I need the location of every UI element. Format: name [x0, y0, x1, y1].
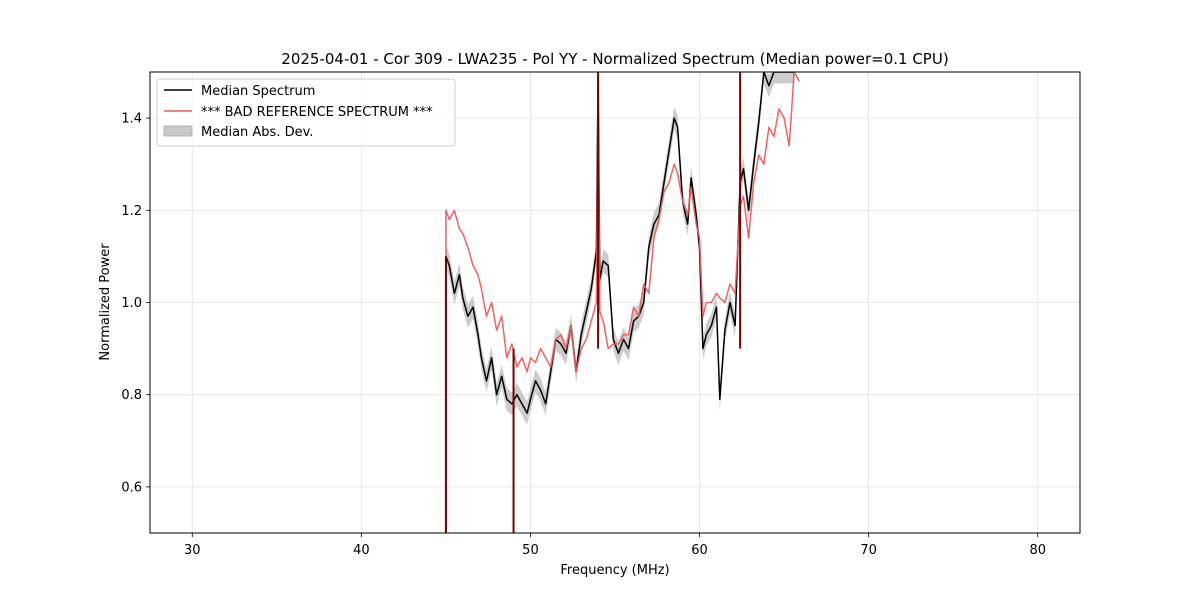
series-lines — [444, 72, 800, 533]
y-tick-label: 1.2 — [121, 204, 142, 219]
legend: Median Spectrum *** BAD REFERENCE SPECTR… — [156, 78, 456, 147]
x-tick-label: 40 — [353, 543, 370, 558]
y-axis-label: Normalized Power — [98, 243, 113, 361]
chart-title: 2025-04-01 - Cor 309 - LWA235 - Pol YY -… — [281, 50, 948, 68]
y-tick-label: 0.6 — [121, 480, 142, 495]
y-tick-label: 0.8 — [121, 388, 142, 403]
y-tick-label: 1.0 — [121, 296, 142, 311]
legend-label-median: Median Spectrum — [201, 84, 315, 99]
x-tick-label: 30 — [184, 543, 201, 558]
legend-box — [156, 78, 456, 147]
mad-band-area — [445, 72, 795, 425]
x-axis-label: Frequency (MHz) — [560, 563, 669, 578]
y-axis-ticks: 0.6 0.8 1.0 1.2 1.4 — [121, 112, 150, 495]
series-line-bad-reference — [445, 72, 800, 533]
legend-swatch-mad — [163, 125, 193, 137]
legend-label-mad: Median Abs. Dev. — [201, 125, 313, 140]
x-tick-label: 60 — [691, 543, 708, 558]
x-tick-label: 70 — [860, 543, 877, 558]
x-axis-ticks: 30 40 50 60 70 80 — [184, 533, 1046, 558]
x-tick-label: 80 — [1029, 543, 1046, 558]
y-tick-label: 1.4 — [121, 112, 142, 127]
legend-label-bad-reference: *** BAD REFERENCE SPECTRUM *** — [201, 105, 433, 120]
series-line-median — [445, 72, 795, 533]
x-tick-label: 50 — [522, 543, 539, 558]
median-abs-dev-band — [445, 72, 795, 425]
